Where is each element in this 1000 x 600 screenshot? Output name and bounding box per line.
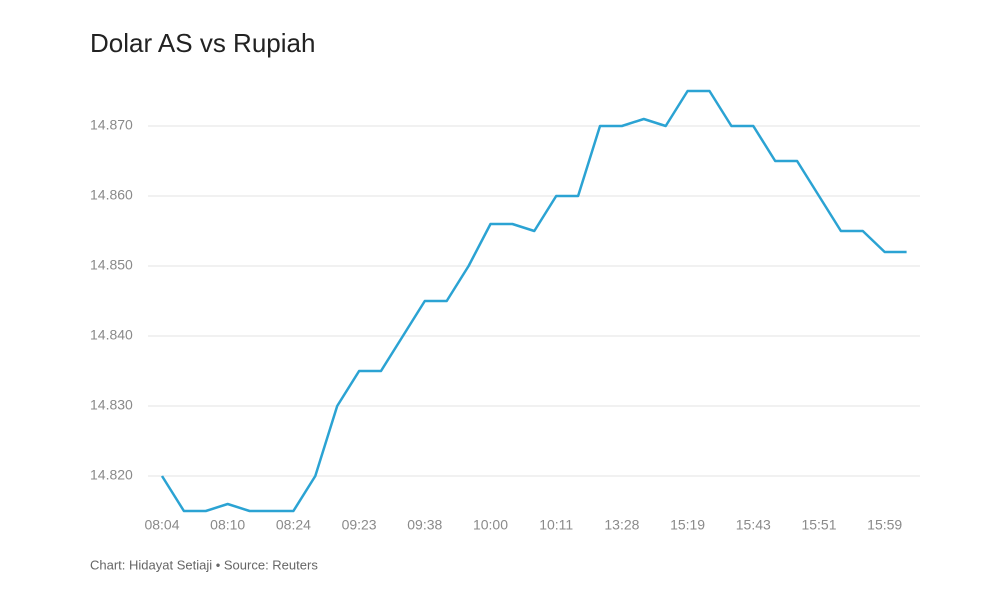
x-tick-label: 15:59	[867, 517, 902, 533]
x-tick-label: 10:00	[473, 517, 508, 533]
x-tick-label: 15:51	[801, 517, 836, 533]
x-tick-label: 08:04	[144, 517, 179, 533]
y-tick-label: 14.850	[90, 257, 133, 273]
source-note: Chart: Hidayat Setiaji • Source: Reuters	[90, 557, 318, 572]
x-tick-label: 08:10	[210, 517, 245, 533]
chart-title: Dolar AS vs Rupiah	[90, 28, 315, 58]
y-tick-label: 14.830	[90, 397, 133, 413]
x-tick-label: 15:43	[736, 517, 771, 533]
x-tick-label: 10:11	[539, 517, 573, 533]
y-tick-label: 14.840	[90, 327, 133, 343]
x-tick-label: 09:38	[407, 517, 442, 533]
y-tick-label: 14.870	[90, 117, 133, 133]
y-tick-label: 14.820	[90, 467, 133, 483]
x-tick-label: 15:19	[670, 517, 705, 533]
line-series	[160, 89, 907, 513]
x-tick-label: 09:23	[342, 517, 377, 533]
x-tick-label: 13:28	[604, 517, 639, 533]
y-tick-label: 14.860	[90, 187, 133, 203]
x-tick-label: 08:24	[276, 517, 311, 533]
